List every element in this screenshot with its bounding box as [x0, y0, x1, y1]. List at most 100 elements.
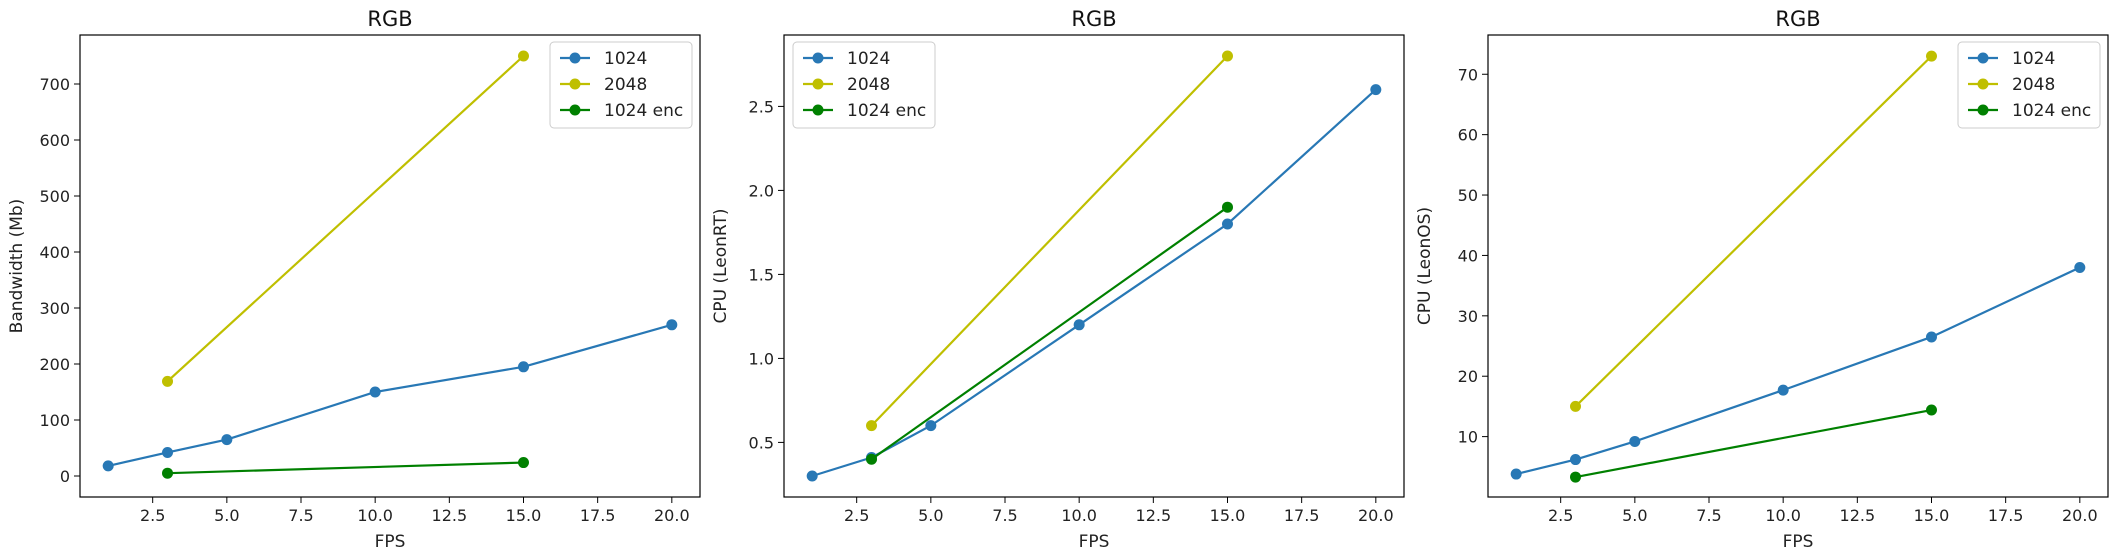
legend-swatch-marker	[1977, 52, 1989, 64]
x-tick-label: 12.5	[432, 506, 468, 525]
x-tick-label: 17.5	[1284, 506, 1320, 525]
y-tick-label: 50	[1458, 186, 1478, 205]
data-point	[925, 420, 937, 432]
y-tick-label: 10	[1458, 428, 1478, 447]
series-line	[1575, 408, 1932, 479]
chart-panel-1: RGB 2.5 5.0 7.5 10.0 12.5 15.0 17.5 20.0 0 100 200 3…	[7, 7, 701, 552]
plot-frame	[783, 34, 1405, 498]
data-point	[1925, 331, 1937, 343]
x-tick-label: 20.0	[1358, 506, 1394, 525]
x-tick-label: 7.5	[992, 506, 1017, 525]
data-point	[1370, 84, 1382, 96]
y-axis-label: CPU (LeonOS)	[1415, 207, 1435, 325]
x-tick-label: 5.0	[918, 506, 943, 525]
x-tick-label: 5.0	[1622, 506, 1647, 525]
x-tick-label: 7.5	[1696, 506, 1721, 525]
y-tick-label: 200	[39, 355, 70, 374]
series-line	[166, 55, 525, 383]
data-point	[221, 434, 233, 446]
y-tick-label: 400	[39, 243, 70, 262]
data-point	[666, 319, 678, 331]
x-tick-label: 5.0	[214, 506, 239, 525]
data-point	[369, 386, 381, 398]
legend-label: 1024 enc	[604, 101, 683, 121]
series-2	[162, 50, 529, 387]
series-2	[1570, 50, 1937, 412]
x-axis-label: FPS	[1079, 532, 1110, 552]
data-point	[1925, 404, 1937, 416]
series-3	[162, 457, 529, 479]
data-point	[1925, 50, 1937, 62]
series-1	[806, 84, 1382, 482]
y-tick-label: 300	[39, 299, 70, 318]
x-axis-label: FPS	[375, 532, 406, 552]
y-tick-label: 2.5	[749, 97, 774, 116]
x-tick-label: 15.0	[1914, 506, 1950, 525]
x-axis-label: FPS	[1783, 532, 1814, 552]
y-tick-label: 600	[39, 131, 70, 150]
legend-label: 2048	[847, 75, 890, 95]
series-line	[1515, 266, 2081, 476]
x-tick-label: 17.5	[580, 506, 616, 525]
legend-swatch-marker	[812, 52, 824, 64]
y-tick-label: 500	[39, 187, 70, 206]
data-point	[1629, 435, 1641, 447]
x-tick-label: 2.5	[844, 506, 869, 525]
series-line	[870, 206, 1229, 461]
y-tick-label: 30	[1458, 307, 1478, 326]
legend-swatch-marker	[1977, 104, 1989, 116]
x-tick-label: 2.5	[1548, 506, 1573, 525]
chart-title: RGB	[1071, 7, 1116, 31]
y-axis-label: Bandwidth (Mb)	[7, 199, 27, 334]
series-2	[866, 50, 1233, 432]
series-3	[866, 201, 1233, 465]
series-1	[102, 319, 678, 472]
x-tick-label: 20.0	[2062, 506, 2098, 525]
chart-panel-3: RGB 2.5 5.0 7.5 10.0 12.5 15.0 17.5 20.0 10 20 30 40…	[1415, 7, 2109, 552]
data-point	[517, 361, 529, 373]
data-point	[1221, 201, 1233, 213]
x-tick-label: 12.5	[1840, 506, 1876, 525]
data-point	[1221, 50, 1233, 62]
legend-label: 1024 enc	[847, 101, 926, 121]
plot-frame	[1487, 34, 2109, 498]
y-tick-label: 60	[1458, 126, 1478, 145]
legend: 1024 2048 1024 enc	[792, 41, 936, 129]
data-point	[806, 470, 818, 482]
chart-title: RGB	[367, 7, 412, 31]
data-point	[517, 457, 529, 469]
data-point	[866, 453, 878, 465]
y-tick-label: 20	[1458, 367, 1478, 386]
x-tick-label: 15.0	[1210, 506, 1246, 525]
legend-box	[792, 41, 936, 129]
data-point	[1777, 384, 1789, 396]
series-line	[811, 88, 1377, 478]
y-tick-label: 40	[1458, 246, 1478, 265]
y-tick-label: 70	[1458, 65, 1478, 84]
legend-label: 1024	[847, 49, 890, 69]
series-line	[107, 323, 673, 467]
legend-swatch-marker	[569, 78, 581, 90]
data-point	[1510, 468, 1522, 480]
data-point	[1570, 400, 1582, 412]
y-tick-label: 1.0	[749, 349, 774, 368]
x-tick-label: 17.5	[1988, 506, 2024, 525]
x-tick-label: 10.0	[1765, 506, 1801, 525]
data-point	[162, 375, 174, 387]
y-tick-label: 1.5	[749, 265, 774, 284]
data-point	[162, 446, 174, 458]
data-point	[102, 460, 114, 472]
chart-title: RGB	[1775, 7, 1820, 31]
x-tick-label: 2.5	[140, 506, 165, 525]
x-tick-label: 12.5	[1136, 506, 1172, 525]
data-point	[1570, 471, 1582, 483]
legend: 1024 2048 1024 enc	[549, 41, 693, 129]
legend-label: 2048	[2012, 75, 2055, 95]
series-3	[1570, 404, 1937, 483]
series-1	[1510, 262, 2086, 480]
data-point	[1073, 319, 1085, 331]
legend-swatch-marker	[812, 104, 824, 116]
legend-label: 1024	[2012, 49, 2055, 69]
legend: 1024 2048 1024 enc	[1957, 41, 2101, 129]
